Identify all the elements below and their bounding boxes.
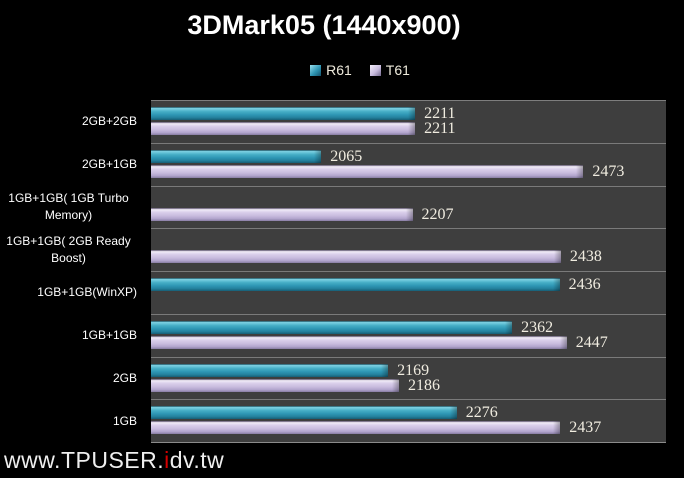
bar-value-label: 2169 [397,361,430,379]
legend-item-t61: T61 [369,62,410,78]
chart-title: 3DMark05 (1440x900) [187,10,461,40]
bar-value-label: 2447 [575,333,608,351]
bar-t61 [151,421,561,435]
bar-t61 [151,335,567,349]
category-axis: 2GB+2GB 2GB+1GB 1GB+1GB( 1GB Turbo Memory)… [0,100,144,443]
category-label: 1GB+1GB [81,328,137,343]
bar-t61 [151,207,413,221]
bar-value-label: 2362 [521,318,554,336]
bar-value-label: 2473 [592,162,625,180]
bar-t61 [151,250,561,264]
legend-swatch-t61-icon [369,64,381,76]
bar-t61 [151,164,584,178]
legend-item-r61: R61 [310,62,352,78]
category-band: 2438 [151,229,666,272]
plot-area: 2211 2211 2065 2473 2207 2438 2436 2362 2447 2169… [151,100,666,443]
category-band: 2169 2186 [151,358,666,401]
watermark: www.TPUSER.idv.tw [4,447,224,474]
bar-t61 [151,122,416,135]
bar-r61 [151,320,513,334]
category-band: 2207 [151,187,666,230]
category-label: 2GB [112,370,137,385]
bar-value-label: 2065 [330,147,363,165]
bar-value-label: 2211 [424,120,456,137]
category-band: 2211 2211 [151,101,666,144]
category-label: 1GB+1GB(WinXP) [37,285,137,300]
bar-value-label: 2276 [465,404,498,422]
bar-value-label: 2438 [569,248,602,266]
legend-label-t61: T61 [385,62,410,78]
watermark-suffix: dv.tw [169,447,225,473]
bar-r61 [151,278,560,291]
watermark-prefix: www.TPUSER. [4,447,165,473]
category-band: 2065 2473 [151,144,666,187]
bar-r61 [151,149,322,163]
category-label: 1GB+1GB( 2GB Ready Boost) [6,233,131,266]
bar-value-label: 2436 [568,276,601,293]
bar-value-label: 2437 [569,419,602,437]
legend: R61 T61 [36,62,684,78]
category-band: 2436 [151,272,666,315]
category-band: 2276 2437 [151,400,666,442]
legend-label-r61: R61 [326,62,352,78]
category-label: 2GB+2GB [81,113,137,128]
bar-value-label: 2207 [421,205,454,223]
category-label: 2GB+1GB [81,156,137,171]
category-band: 2362 2447 [151,315,666,358]
bar-t61 [151,378,399,392]
watermark-accent: i [164,447,170,473]
bar-r61 [151,363,389,377]
bar-r61 [151,107,416,120]
category-label: 1GB+1GB( 1GB Turbo Memory) [8,190,129,223]
bar-r61 [151,406,457,420]
bar-value-label: 2186 [408,376,440,394]
legend-swatch-r61-icon [310,64,322,76]
bar-value-label: 2211 [424,105,456,122]
category-label: 1GB [112,413,137,428]
